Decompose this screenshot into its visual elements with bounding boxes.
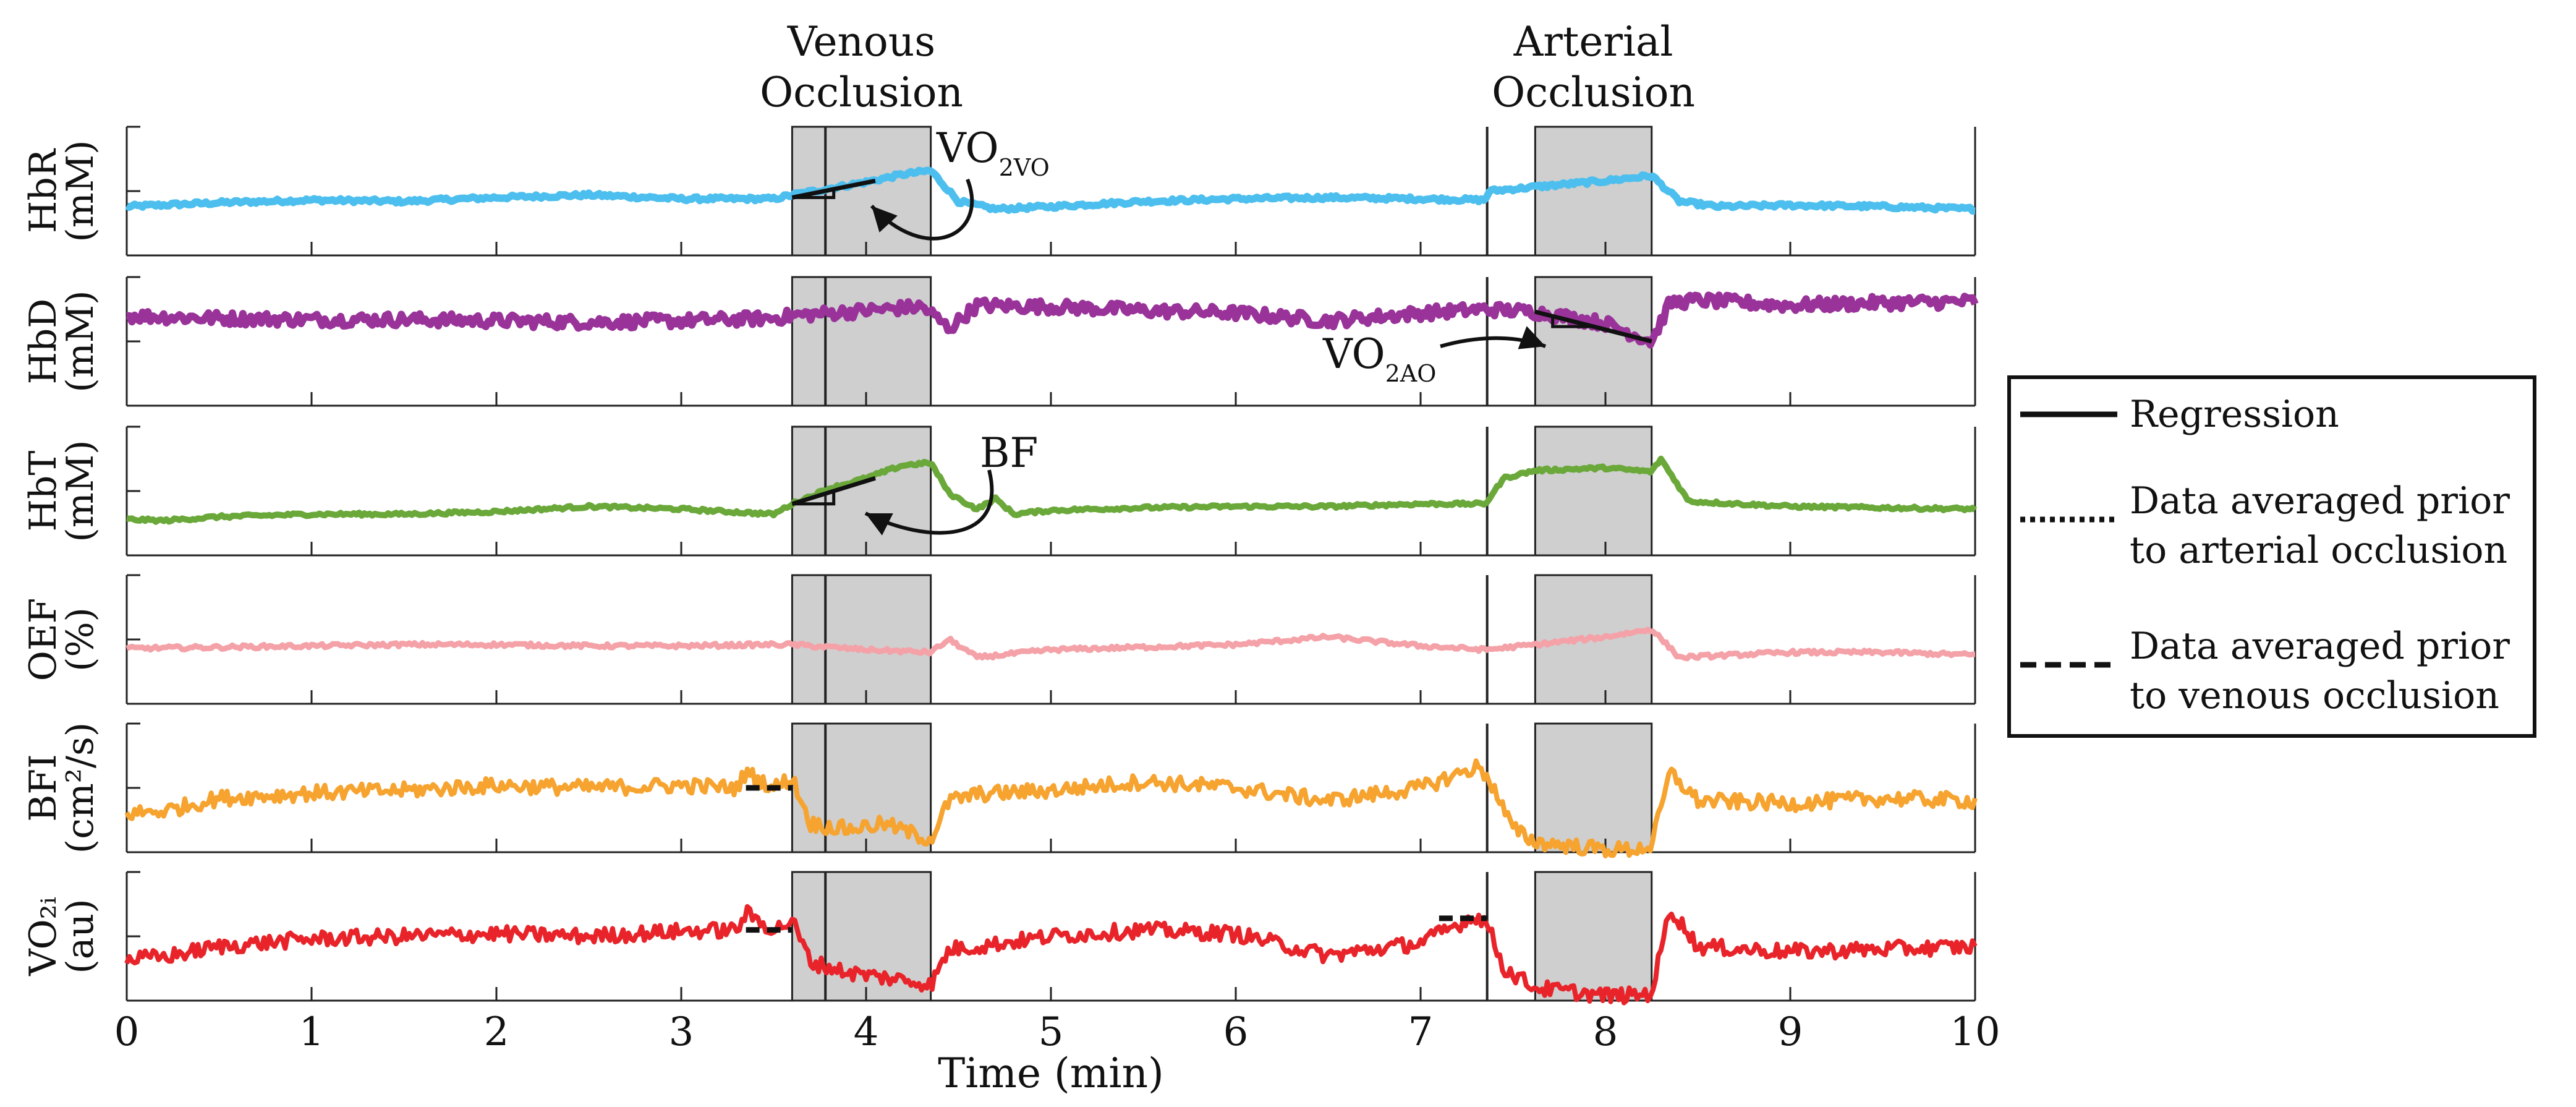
annotation-main: VO <box>936 124 999 172</box>
occlusion-region-box <box>1534 871 1653 1002</box>
annotation-arrowhead <box>865 513 893 536</box>
annotation-vo2vo: VO2VO <box>936 124 1050 181</box>
x-tick-label: 8 <box>1593 1009 1618 1055</box>
series-line-oef <box>125 626 1976 662</box>
y-axis-label-line2: (au) <box>59 899 102 973</box>
y-axis-label-line2: (mM) <box>59 290 102 392</box>
y-axis-label-line2: (mM) <box>59 440 102 542</box>
y-axis-label-line2: (mM) <box>59 140 102 242</box>
annotation-arrow-bf <box>864 469 994 535</box>
series-line-bfi <box>124 758 1978 858</box>
x-tick-label: 3 <box>669 1009 694 1055</box>
series-line-hbt <box>126 455 1978 525</box>
y-axis-label-line2: (cm²/s) <box>59 722 102 853</box>
slope-triangle <box>792 491 836 506</box>
annotation-arrowhead <box>1518 326 1545 349</box>
annotation-bf: BF <box>980 429 1038 477</box>
occlusion-region-box <box>791 425 932 557</box>
y-axis-label-line1: VO₂ᵢ <box>22 897 65 977</box>
y-axis-label-line1: HbD <box>22 299 65 385</box>
panel-oef: OEF(%) <box>22 574 1976 705</box>
x-tick-label: 5 <box>1039 1009 1064 1055</box>
series-line-hbd <box>125 291 1979 349</box>
annotation-subscript: 2AO <box>1385 360 1437 387</box>
occlusion-region-box <box>1534 722 1653 853</box>
panel-vo2i: VO₂ᵢ(au) <box>22 871 1978 1006</box>
annotation-subscript: 2VO <box>999 154 1050 181</box>
occlusion-region-box <box>791 574 932 705</box>
y-axis-label-line1: BFI <box>22 754 65 821</box>
panel-hbt: HbT(mM) <box>22 425 1978 557</box>
x-axis: Time (min) 0 1 2 3 4 5 6 7 8 9 10 <box>114 1009 2000 1097</box>
x-tick-label: 1 <box>299 1009 325 1055</box>
annotation-vo2ao: VO2AO <box>1322 330 1436 387</box>
y-axis-label-line2: (%) <box>59 607 102 672</box>
legend-entry-line1: Data averaged prior <box>2130 625 2510 668</box>
legend-entry-line2: to arterial occlusion <box>2130 529 2507 572</box>
occlusion-region-box <box>1534 126 1653 257</box>
legend-entry-line1: Data averaged prior <box>2130 479 2510 523</box>
x-tick-label: 6 <box>1223 1009 1249 1055</box>
region-label-line1: Venous <box>787 18 935 66</box>
occlusion-region-box <box>1534 425 1653 557</box>
occlusion-region-box <box>1534 276 1653 407</box>
panel-hbr: HbR(mM) <box>22 126 1976 257</box>
region-label-line2: Occlusion <box>1492 69 1695 116</box>
legend-entry-line2: to venous occlusion <box>2130 674 2499 717</box>
x-tick-label: 2 <box>484 1009 509 1055</box>
x-tick-label: 10 <box>1950 1009 2000 1055</box>
slope-triangle <box>792 189 836 199</box>
legend-entry-line1: Regression <box>2130 393 2339 436</box>
y-axis-label-line1: OEF <box>22 598 65 682</box>
annotation-main: BF <box>980 429 1038 477</box>
annotation-arrowhead <box>872 206 898 233</box>
x-tick-label: 4 <box>854 1009 879 1055</box>
x-tick-label: 7 <box>1408 1009 1434 1055</box>
panel-bfi: BFI(cm²/s) <box>22 722 1978 858</box>
x-axis-label: Time (min) <box>938 1049 1163 1097</box>
x-tick-label: 9 <box>1778 1009 1803 1055</box>
panels: HbR(mM)HbD(mM)HbT(mM)OEF(%)BFI(cm²/s)VO₂… <box>22 126 1979 1006</box>
annotation-arrow-vo2vo <box>870 178 974 241</box>
annotation-main: VO <box>1322 330 1385 378</box>
series-line-vo2i <box>124 904 1978 1006</box>
slope-triangle <box>1551 316 1594 328</box>
region-label-line1: Arterial <box>1513 18 1673 66</box>
occlusion-region-box <box>791 276 932 407</box>
x-tick-label: 0 <box>114 1009 140 1055</box>
region-label-line2: Occlusion <box>760 69 963 116</box>
y-axis-label-line1: HbT <box>22 451 65 532</box>
legend-box <box>2007 375 2536 738</box>
y-axis-label-line1: HbR <box>22 148 65 233</box>
legend: Regression Data averaged prior to arterial… <box>2007 375 2536 738</box>
panel-hbd: HbD(mM) <box>22 276 1979 407</box>
series-line-hbr <box>125 166 1976 215</box>
